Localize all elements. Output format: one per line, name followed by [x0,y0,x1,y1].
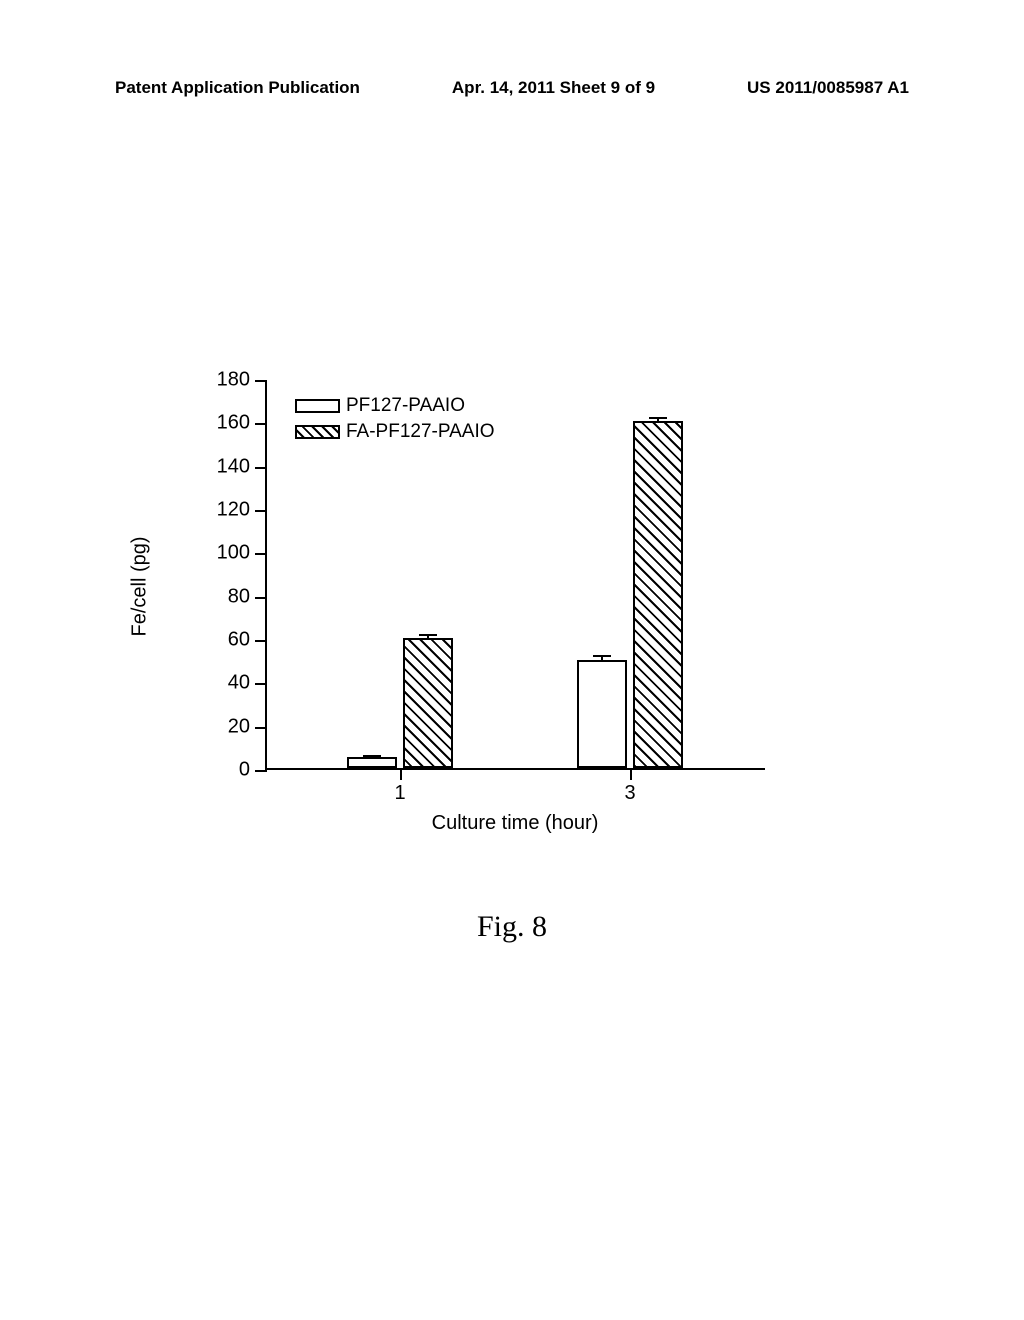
y-tick [255,770,267,772]
x-axis-title: Culture time (hour) [432,812,599,835]
y-tick [255,467,267,469]
y-tick-label: 140 [200,455,250,478]
error-cap [363,755,381,757]
legend-label: FA-PF127-PAAIO [346,421,495,443]
y-tick [255,380,267,382]
header-left: Patent Application Publication [115,78,360,98]
x-axis [265,768,765,770]
legend-label: PF127-PAAIO [346,395,465,417]
y-tick-label: 60 [200,629,250,652]
y-tick-label: 100 [200,542,250,565]
error-cap [419,634,437,636]
legend: PF127-PAAIO FA-PF127-PAAIO [295,395,495,447]
bar [577,660,627,768]
y-tick [255,597,267,599]
y-tick [255,423,267,425]
y-tick [255,510,267,512]
page-header: Patent Application Publication Apr. 14, … [0,78,1024,98]
y-tick-label: 80 [200,585,250,608]
y-tick-label: 0 [200,759,250,782]
y-tick [255,640,267,642]
x-tick [630,768,632,780]
x-tick-label: 1 [394,782,405,805]
bar [633,421,683,768]
x-tick-label: 3 [624,782,635,805]
y-tick-label: 120 [200,499,250,522]
y-axis [265,380,267,770]
y-tick [255,683,267,685]
bar [403,638,453,768]
y-tick-label: 20 [200,715,250,738]
x-tick [400,768,402,780]
y-tick [255,727,267,729]
error-cap [649,417,667,419]
bar-chart: 020406080100120140160180 Fe/cell (pg) Cu… [160,380,860,830]
y-tick [255,553,267,555]
y-tick-label: 40 [200,672,250,695]
legend-item: FA-PF127-PAAIO [295,421,495,443]
y-axis-title: Fe/cell (pg) [129,536,152,636]
legend-swatch-empty [295,399,340,413]
header-center: Apr. 14, 2011 Sheet 9 of 9 [452,78,655,98]
y-tick-label: 180 [200,369,250,392]
header-right: US 2011/0085987 A1 [747,78,909,98]
error-cap [593,655,611,657]
figure-label: Fig. 8 [477,910,547,944]
y-tick-label: 160 [200,412,250,435]
legend-swatch-hatched [295,425,340,439]
legend-item: PF127-PAAIO [295,395,495,417]
